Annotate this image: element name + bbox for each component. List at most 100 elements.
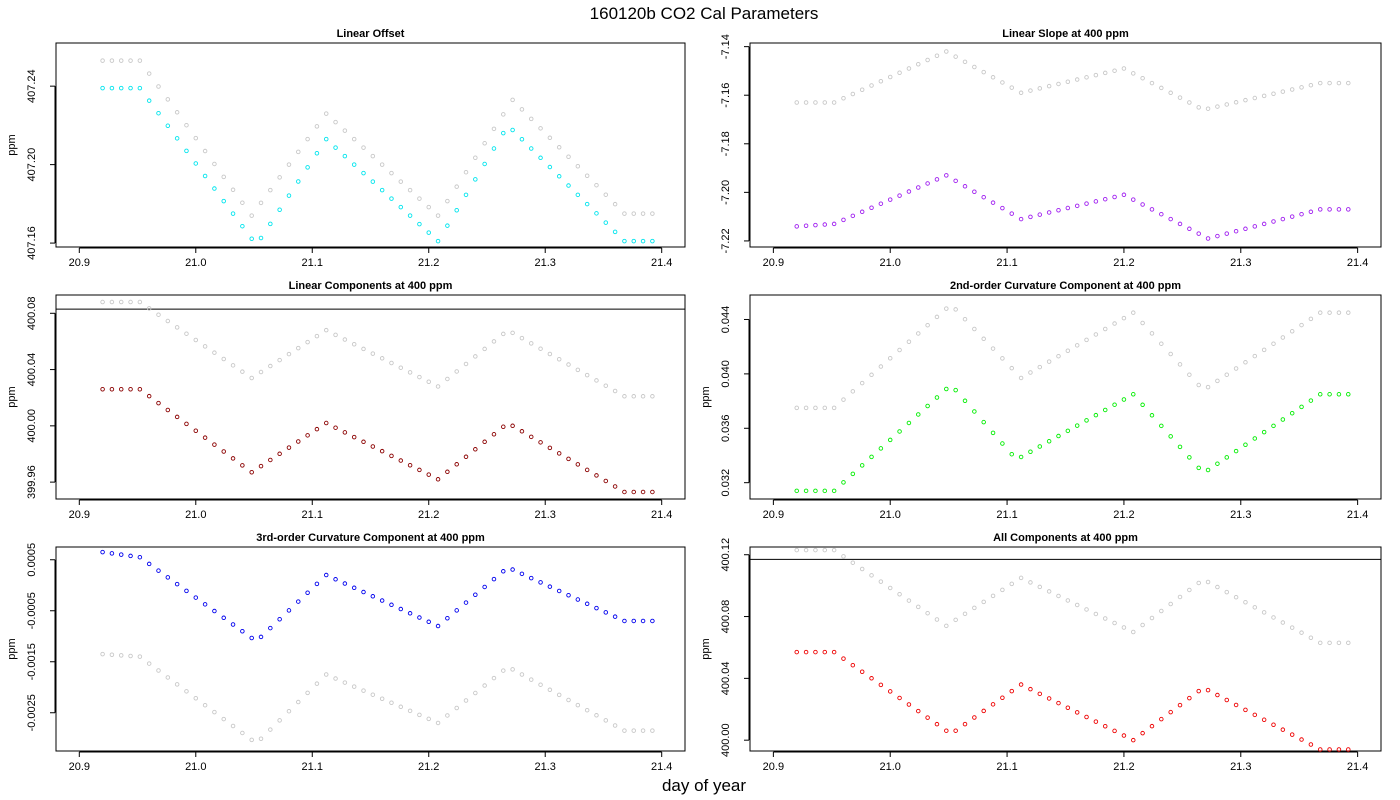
data-point: [538, 126, 543, 131]
data-point: [934, 53, 940, 59]
data-point: [1056, 353, 1061, 359]
data-point: [118, 552, 124, 557]
x-tick-label: 21.1: [996, 509, 1017, 521]
data-point: [370, 153, 376, 159]
data-point: [1205, 467, 1211, 473]
data-point: [859, 566, 865, 572]
data-point: [1252, 712, 1258, 718]
data-point: [184, 122, 189, 128]
plot-frame: [749, 42, 1382, 248]
data-point: [803, 100, 809, 105]
data-point: [1084, 75, 1089, 80]
data-point: [1252, 224, 1258, 229]
data-point: [1102, 407, 1108, 413]
data-point: [435, 623, 441, 629]
data-point: [1346, 310, 1351, 315]
data-point: [1327, 747, 1332, 752]
y-tick-label: 400.04: [26, 353, 38, 387]
data-point: [454, 184, 459, 189]
data-point: [1308, 742, 1314, 747]
data-point: [622, 618, 627, 624]
data-point: [1028, 449, 1033, 454]
data-point: [286, 708, 292, 714]
y-axis-label: ppm: [6, 638, 18, 659]
data-point: [1261, 93, 1267, 99]
data-point: [184, 588, 189, 594]
data-point: [1205, 106, 1211, 111]
data-point: [454, 369, 459, 374]
data-point: [1056, 593, 1061, 599]
data-point: [230, 211, 236, 216]
data-point: [1093, 719, 1099, 724]
data-point: [426, 204, 431, 210]
data-point: [603, 610, 609, 615]
series-1: [100, 651, 655, 743]
data-point: [1308, 209, 1314, 215]
data-point: [990, 430, 996, 436]
data-point: [575, 163, 581, 169]
data-point: [1215, 378, 1220, 384]
data-point: [501, 130, 506, 136]
data-point: [1102, 70, 1108, 76]
data-point: [296, 439, 301, 444]
data-point: [184, 421, 189, 427]
data-point: [128, 58, 133, 63]
data-point: [351, 136, 357, 142]
data-point: [869, 83, 874, 88]
data-point: [622, 238, 627, 244]
data-point: [1327, 310, 1332, 315]
data-point: [1112, 321, 1117, 326]
data-point: [1000, 441, 1005, 446]
data-point: [314, 426, 320, 432]
data-point: [202, 702, 208, 708]
data-point: [193, 428, 199, 434]
data-point: [631, 211, 637, 216]
x-tick-label: 21.3: [535, 761, 556, 773]
data-point: [1009, 85, 1015, 90]
data-point: [1159, 716, 1164, 722]
panel-title: Linear Components at 400 ppm: [289, 280, 453, 292]
data-point: [584, 372, 590, 378]
data-point: [1074, 343, 1080, 348]
data-point: [869, 372, 874, 378]
data-point: [109, 299, 115, 305]
data-point: [528, 116, 534, 122]
data-point: [1140, 75, 1145, 81]
x-tick-label: 21.4: [651, 257, 672, 269]
data-point: [118, 299, 124, 305]
data-point: [1093, 72, 1099, 78]
data-point: [268, 363, 273, 369]
data-point: [1187, 372, 1192, 377]
data-point: [510, 97, 515, 103]
x-tick-label: 21.4: [651, 509, 672, 521]
data-point: [1000, 356, 1005, 361]
data-point: [972, 605, 977, 611]
data-point: [1271, 341, 1276, 346]
data-point: [417, 196, 422, 201]
data-point: [1336, 80, 1342, 86]
data-point: [258, 463, 264, 469]
data-point: [934, 177, 940, 182]
data-point: [1065, 79, 1071, 84]
data-point: [435, 384, 441, 389]
data-point: [972, 409, 977, 414]
data-point: [1215, 461, 1220, 466]
data-point: [981, 419, 986, 425]
data-point: [1261, 717, 1267, 723]
data-point: [258, 369, 264, 375]
figure-title: 160120b CO2 Cal Parameters: [590, 4, 819, 23]
data-point: [1252, 605, 1258, 610]
data-point: [417, 221, 422, 227]
data-point: [268, 457, 273, 463]
data-point: [1289, 410, 1295, 416]
data-point: [463, 698, 469, 703]
data-point: [1289, 732, 1295, 737]
data-point: [407, 370, 413, 375]
data-point: [501, 424, 506, 430]
data-point: [1233, 594, 1239, 600]
data-point: [491, 146, 497, 151]
data-point: [1299, 404, 1304, 410]
data-point: [305, 339, 310, 345]
data-point: [1299, 322, 1304, 328]
plot-frame: [55, 546, 686, 752]
